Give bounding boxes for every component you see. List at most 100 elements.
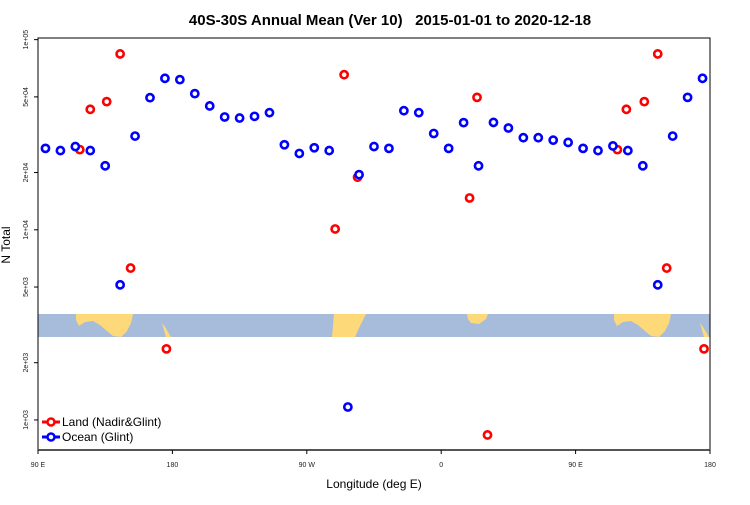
data-point — [464, 193, 475, 203]
data-point — [578, 143, 588, 154]
land-new-zealand — [700, 323, 709, 337]
data-point — [234, 113, 245, 123]
land-south-america — [332, 314, 366, 337]
data-point — [101, 96, 112, 107]
data-point — [548, 135, 559, 146]
data-point — [661, 263, 672, 273]
y-tick-label: 1e+04 — [23, 220, 30, 240]
plot-frame — [37, 37, 711, 451]
data-point — [652, 49, 663, 59]
data-point — [204, 101, 215, 111]
x-tick-label: 90 E — [568, 462, 583, 469]
data-point — [100, 160, 111, 171]
data-point — [697, 73, 708, 84]
data-point — [55, 145, 66, 156]
data-point — [70, 141, 81, 152]
data-point — [294, 148, 305, 159]
y-axis: 1e+05 5e+04 2e+04 1e+04 5e+03 2e+03 1e+03 — [23, 30, 38, 430]
data-points — [40, 49, 709, 440]
data-point — [369, 141, 379, 152]
data-point — [621, 104, 632, 115]
series-ocean — [40, 73, 708, 412]
data-point — [354, 169, 364, 180]
y-tick-label: 2e+03 — [23, 353, 30, 373]
data-point — [593, 145, 603, 156]
data-point — [219, 112, 230, 122]
data-point — [85, 104, 96, 115]
data-point — [472, 92, 482, 103]
data-point — [279, 139, 290, 150]
data-point — [652, 279, 663, 290]
data-point — [85, 145, 96, 156]
legend: Land (Nadir&Glint) Ocean (Glint) — [42, 415, 161, 444]
data-point — [699, 343, 709, 354]
data-point — [608, 141, 618, 151]
data-point — [115, 279, 126, 290]
legend-swatch-marker — [46, 432, 56, 442]
data-point — [533, 132, 544, 143]
chart-title: 40S-30S Annual Mean (Ver 10) 2015-01-01 … — [189, 12, 591, 29]
data-point — [161, 343, 172, 354]
legend-label: Ocean (Glint) — [62, 430, 133, 444]
legend-swatch-marker — [46, 417, 56, 427]
data-point — [458, 117, 469, 128]
y-tick-label: 5e+04 — [23, 87, 30, 107]
y-tick-label: 5e+03 — [23, 277, 30, 297]
y-tick-label: 1e+05 — [23, 30, 30, 50]
data-point — [130, 131, 140, 141]
x-tick-label: 0 — [439, 462, 443, 469]
map-strip — [38, 314, 710, 337]
y-tick-label: 2e+04 — [23, 163, 30, 183]
data-point — [503, 123, 514, 133]
x-tick-label: 180 — [704, 462, 716, 469]
data-point — [488, 117, 499, 128]
data-point — [160, 73, 170, 84]
data-point — [667, 131, 678, 141]
land-new-zealand — [162, 323, 171, 337]
data-point — [264, 107, 275, 118]
legend-label: Land (Nadir&Glint) — [62, 415, 161, 429]
data-point — [563, 137, 574, 148]
ocean-band — [38, 314, 710, 337]
data-point — [40, 143, 51, 154]
data-point — [413, 107, 424, 118]
data-point — [622, 145, 633, 156]
data-point — [125, 263, 136, 273]
land-australia — [614, 314, 671, 337]
x-tick-label: 90 W — [299, 462, 316, 469]
data-point — [115, 49, 126, 59]
x-tick-label: 180 — [167, 462, 179, 469]
land-west — [76, 314, 488, 337]
data-point — [639, 96, 650, 107]
data-point — [189, 88, 200, 99]
data-point — [637, 160, 648, 171]
data-point — [682, 92, 693, 103]
land-australia — [76, 314, 133, 337]
data-point — [518, 132, 529, 143]
y-tick-label: 1e+03 — [23, 410, 30, 430]
land-east — [614, 314, 709, 337]
x-tick-label: 90 E — [31, 462, 46, 469]
data-point — [443, 143, 454, 154]
y-axis-label: N Total — [0, 226, 13, 263]
data-point — [324, 145, 335, 156]
data-point — [174, 74, 185, 85]
data-point — [384, 143, 394, 154]
data-point — [342, 402, 353, 412]
legend-item-land: Land (Nadir&Glint) — [42, 415, 161, 429]
land-africa — [467, 314, 488, 324]
data-point — [309, 142, 320, 153]
data-point — [473, 160, 484, 171]
data-point — [482, 430, 493, 440]
data-point — [398, 105, 409, 116]
series-land — [74, 49, 709, 440]
data-point — [145, 92, 155, 103]
x-axis: 90 E 180 90 W 0 90 E 180 — [31, 450, 716, 469]
x-axis-label: Longitude (deg E) — [326, 477, 421, 491]
data-point — [330, 224, 341, 234]
data-point — [339, 69, 350, 80]
data-point — [428, 128, 439, 139]
legend-item-ocean: Ocean (Glint) — [42, 430, 133, 444]
data-point — [249, 111, 260, 122]
